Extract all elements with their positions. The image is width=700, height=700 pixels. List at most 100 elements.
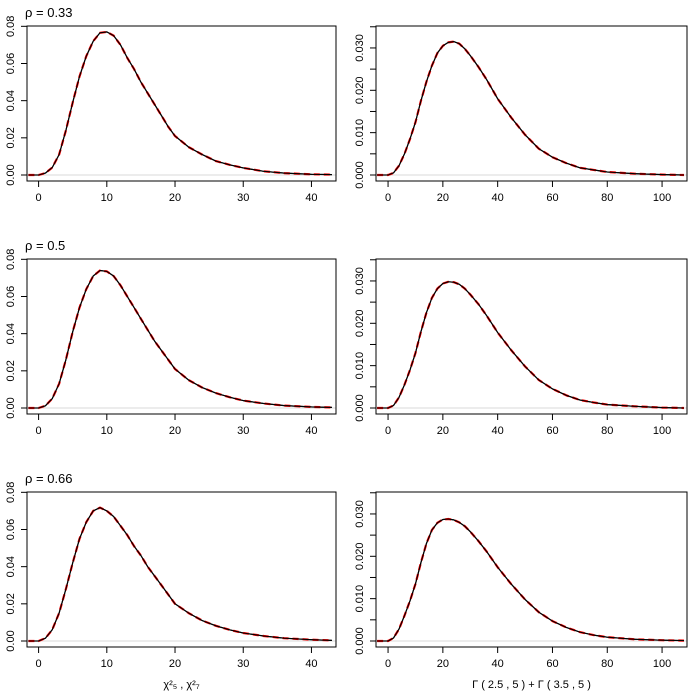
plot-frame [375,258,688,415]
x-axis: 0 20 40 60 80 100 [385,646,671,670]
x-tick-label: 0 [36,658,42,670]
panel-title: ρ = 0.5 [25,238,65,253]
panel-2: 0 20 40 60 80 100 0.000 0.010 0.020 0.030 [354,25,688,204]
x-tick-label: 20 [437,658,449,670]
x-tick-label: 60 [546,192,558,204]
panel-6: 0 20 40 60 80 100 0.000 0.010 0.020 0.030 Γ ( 2.5 … [354,491,688,691]
y-axis: 0.000 0.010 0.020 0.030 [354,492,376,655]
y-tick-label: 0.020 [354,77,366,105]
y-tick-label: 0.020 [354,310,366,338]
solid-density-line-overlay [28,269,332,409]
y-axis: 0.00 0.02 0.04 0.06 0.08 [5,16,27,186]
dashed-density-line [28,269,332,410]
solid-density-line [377,281,685,409]
solid-density-line [28,507,332,642]
solid-density-line-overlay [28,31,332,176]
panel-title: ρ = 0.33 [25,5,73,20]
panel-title: ρ = 0.66 [25,471,73,486]
solid-density-line [377,518,685,642]
y-tick-label: 0.08 [5,482,17,503]
x-tick-label: 30 [237,192,249,204]
y-tick-label: 0.030 [354,500,366,528]
y-axis: 0.00 0.02 0.04 0.06 0.08 [5,482,27,652]
y-tick-label: 0.08 [5,16,17,37]
x-tick-label: 100 [653,658,671,670]
y-tick-label: 0.02 [5,593,17,614]
x-tick-label: 40 [305,425,317,437]
x-tick-label: 0 [385,192,391,204]
dashed-density-line [377,40,685,177]
dashed-density-line [377,280,685,410]
solid-density-line [28,31,332,176]
x-axis: 0 10 20 30 40 [36,646,318,670]
x-tick-label: 20 [169,658,181,670]
y-tick-label: 0.04 [5,90,17,111]
y-tick-label: 0.06 [5,519,17,540]
y-tick-label: 0.030 [354,267,366,295]
y-tick-label: 0.010 [354,585,366,613]
y-tick-label: 0.00 [5,630,17,651]
y-tick-label: 0.06 [5,286,17,307]
solid-density-line-overlay [377,41,685,176]
solid-density-line-overlay [377,518,685,642]
x-tick-label: 60 [546,425,558,437]
x-tick-label: 80 [601,192,613,204]
dashed-density-line [28,506,332,643]
x-tick-label: 10 [101,658,113,670]
y-tick-label: 0.02 [5,127,17,148]
x-tick-label: 0 [385,425,391,437]
plot-frame [375,491,688,648]
x-tick-label: 10 [101,425,113,437]
panel-5: 0 10 20 30 40 0.00 0.02 0.04 0.06 0.08 ρ = 0.66 χ²₅… [5,471,337,691]
y-tick-label: 0.000 [354,627,366,655]
solid-density-line-overlay [28,507,332,642]
x-axis: 0 20 40 60 80 100 [385,413,671,437]
panel-1: 0 10 20 30 40 0.00 0.02 0.04 0.06 0.08 ρ = 0.33 [5,5,337,204]
y-axis: 0.00 0.02 0.04 0.06 0.08 [5,249,27,419]
y-tick-label: 0.06 [5,53,17,74]
y-tick-label: 0.010 [354,352,366,380]
x-tick-label: 40 [492,192,504,204]
y-axis: 0.000 0.010 0.020 0.030 [354,259,376,422]
x-axis-title: Γ ( 2.5 , 5 ) + Γ ( 3.5 , 5 ) [472,679,591,691]
x-tick-label: 80 [601,425,613,437]
x-tick-label: 20 [437,425,449,437]
x-tick-label: 0 [385,658,391,670]
y-axis: 0.000 0.010 0.020 0.030 [354,26,376,189]
panel-4: 0 20 40 60 80 100 0.000 0.010 0.020 0.030 [354,258,688,437]
x-tick-label: 60 [546,658,558,670]
y-tick-label: 0.010 [354,119,366,147]
y-tick-label: 0.04 [5,556,17,577]
dashed-density-line [377,517,685,643]
x-axis: 0 10 20 30 40 [36,180,318,204]
y-tick-label: 0.00 [5,164,17,185]
x-tick-label: 40 [492,425,504,437]
x-tick-label: 0 [36,425,42,437]
x-axis-title: χ²₅ , χ²₇ [163,679,199,691]
x-tick-label: 30 [237,658,249,670]
y-tick-label: 0.08 [5,249,17,270]
x-tick-label: 20 [437,192,449,204]
panel-3: 0 10 20 30 40 0.00 0.02 0.04 0.06 0.08 ρ = 0.5 [5,238,337,437]
solid-density-line-overlay [377,281,685,409]
x-tick-label: 20 [169,192,181,204]
y-tick-label: 0.02 [5,360,17,381]
y-tick-label: 0.00 [5,397,17,418]
x-tick-label: 40 [305,192,317,204]
x-tick-label: 20 [169,425,181,437]
plot-frame [26,491,337,648]
x-tick-label: 100 [653,192,671,204]
x-axis: 0 20 40 60 80 100 [385,180,671,204]
x-tick-label: 40 [305,658,317,670]
y-tick-label: 0.020 [354,543,366,571]
x-axis: 0 10 20 30 40 [36,413,318,437]
x-tick-label: 0 [36,192,42,204]
x-tick-label: 100 [653,425,671,437]
y-tick-label: 0.030 [354,34,366,62]
x-tick-label: 80 [601,658,613,670]
solid-density-line [377,40,685,176]
x-tick-label: 40 [492,658,504,670]
plot-frame [375,25,688,182]
